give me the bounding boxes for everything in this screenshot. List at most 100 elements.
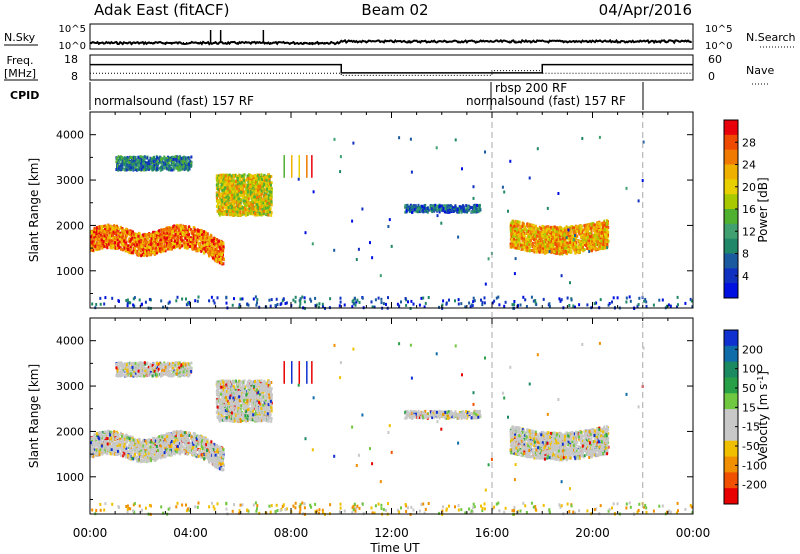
power-cell-1377 (171, 246, 174, 249)
power-cell-4681 (575, 225, 578, 229)
power-cell-4532 (559, 237, 562, 241)
power-cell-4884 (605, 233, 608, 237)
power-cell-1623 (111, 237, 114, 240)
power-cell-1635 (161, 236, 164, 240)
power-cell-4837 (529, 249, 531, 253)
power-cell-1373 (173, 237, 176, 241)
power-cell-4702 (598, 229, 601, 232)
power-cell-4317 (549, 225, 552, 229)
power-cell-4572 (601, 243, 604, 246)
power-cell-2886 (238, 189, 241, 193)
power-cell-3237 (161, 160, 164, 164)
power-cell-4831 (520, 233, 523, 237)
power-cell-1616 (110, 242, 113, 245)
power-cell-2590 (265, 195, 268, 199)
power-cell-2962 (236, 185, 239, 189)
power-cell-2940 (256, 204, 259, 208)
power-cell-1618 (194, 241, 196, 245)
power-cell-2268 (227, 204, 230, 208)
power-cell-2821 (241, 208, 244, 212)
power-cell-2861 (242, 211, 245, 215)
power-cell-4941 (513, 224, 516, 228)
power-cell-1189 (217, 244, 220, 248)
power-cell-4141 (591, 222, 593, 226)
power-cell-2815 (230, 205, 233, 209)
power-cell-4327 (598, 222, 600, 226)
power-cell-1383 (171, 230, 174, 234)
power-cell-3906 (539, 240, 542, 243)
power-cell-747 (147, 247, 149, 251)
power-cell-1023 (181, 239, 183, 243)
power-cell-1150 (161, 239, 164, 243)
power-cell-2859 (228, 201, 231, 205)
power-cell-4803 (555, 238, 558, 242)
power-cell-1336 (122, 235, 125, 239)
power-cell-4846 (596, 221, 599, 225)
power-cell-1032 (144, 237, 147, 241)
power-cell-2254 (228, 173, 231, 177)
power-cell-2579 (262, 184, 265, 188)
power-cell-2546 (239, 206, 242, 210)
power-cell-2756 (225, 190, 227, 193)
power-cell-4124 (571, 234, 574, 238)
power-cell-244 (121, 230, 124, 234)
power-cell-4227 (592, 241, 595, 245)
power-cell-4771 (573, 226, 575, 230)
power-cell-2053 (243, 212, 246, 216)
power-cell-3429 (129, 166, 132, 170)
power-cell-1492 (187, 242, 190, 246)
power-cell-1253 (130, 234, 133, 238)
power-cell-2707 (236, 210, 239, 214)
power-cell-3532 (142, 165, 144, 169)
power-cell-4068 (541, 244, 544, 248)
power-cell-3255 (170, 166, 173, 170)
power-cell-3419 (170, 163, 173, 166)
power-cell-1384 (200, 249, 203, 253)
power-cell-1465 (90, 235, 93, 239)
cpid-label: CPID (10, 89, 39, 102)
power-cell-2511 (257, 213, 260, 217)
power-cell-662 (208, 250, 211, 253)
power-cell-4889 (578, 239, 581, 243)
power-cell-4872 (514, 246, 517, 250)
power-cell-2803 (258, 177, 261, 181)
noise-right-tick-bottom: 10^0 (705, 41, 732, 52)
power-cell-4763 (526, 248, 529, 252)
power-cell-2869 (255, 203, 258, 206)
power-cell-2710 (218, 193, 221, 196)
power-cell-423 (141, 241, 144, 245)
power-cell-1585 (140, 240, 143, 244)
power-cell-3439 (163, 157, 165, 161)
power-cell-4797 (599, 231, 602, 234)
frequency-line (90, 63, 693, 74)
power-cell-1612 (192, 230, 195, 234)
power-cell-3276 (174, 164, 177, 168)
power-cell-4907 (553, 248, 556, 252)
power-cell-2541 (230, 203, 233, 207)
power-cell-1009 (135, 252, 138, 256)
power-cell-2846 (246, 178, 248, 182)
power-cell-4696 (557, 228, 559, 232)
power-cell-1093 (184, 228, 187, 231)
power-cell-4850 (604, 228, 606, 232)
power-cell-2901 (233, 208, 236, 211)
power-cell-1662 (183, 225, 186, 229)
power-cell-4937 (580, 228, 583, 232)
power-cell-4253 (535, 239, 538, 243)
power-cell-2674 (244, 190, 247, 194)
power-cell-2885 (235, 189, 238, 193)
power-cell-4862 (518, 238, 521, 242)
power-cell-4964 (509, 229, 512, 233)
power-cell-4947 (513, 232, 516, 236)
power-cell-2637 (270, 190, 273, 194)
power-cell-4643 (512, 225, 515, 229)
power-cell-1684 (109, 246, 112, 250)
power-cell-3519 (138, 167, 141, 171)
power-cell-2699 (259, 191, 262, 195)
power-cell-2578 (267, 199, 270, 203)
power-cell-1671 (191, 232, 194, 236)
power-cell-1153 (103, 236, 106, 240)
power-cell-1277 (208, 245, 210, 248)
power-cell-2662 (224, 205, 227, 209)
power-cell-4794 (550, 231, 553, 235)
